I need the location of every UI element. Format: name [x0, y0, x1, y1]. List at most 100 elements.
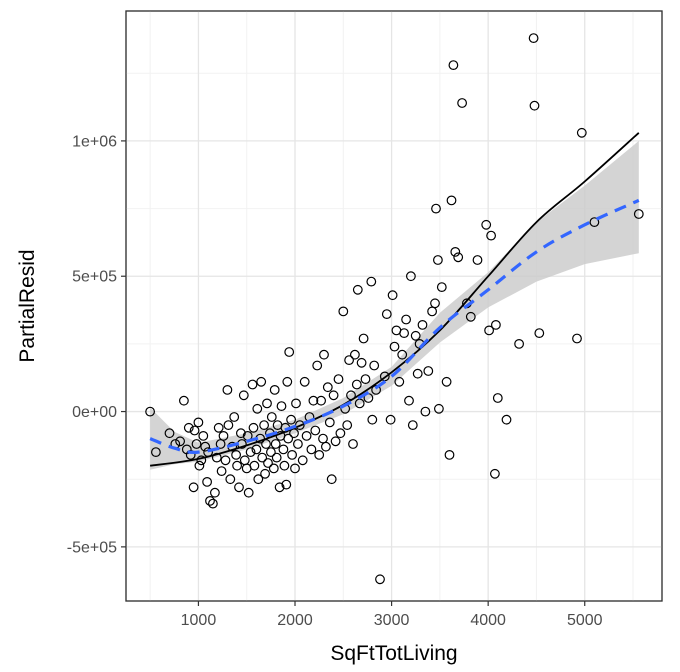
data-point	[444, 450, 455, 460]
data-point	[484, 325, 495, 336]
data-point	[412, 368, 423, 379]
data-point	[481, 219, 492, 230]
data-point	[367, 414, 378, 425]
data-point	[534, 328, 545, 339]
data-point	[279, 460, 290, 471]
data-point	[433, 255, 443, 265]
data-point	[576, 127, 587, 138]
data-point	[316, 395, 327, 406]
data-point	[249, 460, 260, 471]
data-point	[342, 420, 353, 431]
data-point	[434, 403, 444, 414]
data-point	[501, 414, 512, 425]
data-point	[178, 395, 189, 406]
data-point	[145, 406, 156, 417]
plot-border	[125, 10, 663, 602]
data-point	[268, 463, 279, 474]
data-point	[291, 398, 301, 409]
data-points	[145, 33, 644, 585]
data-point	[211, 452, 222, 463]
data-point	[314, 450, 325, 460]
data-point	[330, 436, 341, 447]
data-point	[322, 382, 333, 393]
data-point	[333, 374, 344, 385]
data-point	[375, 574, 385, 585]
data-point	[457, 98, 468, 108]
data-point	[248, 422, 259, 433]
data-point	[369, 360, 380, 371]
data-point	[207, 498, 218, 509]
data-point	[284, 347, 295, 357]
y-tick-label: 0e+00	[72, 404, 117, 421]
data-point	[266, 412, 277, 422]
data-point	[193, 417, 204, 428]
y-axis-title: PartialResid	[16, 249, 39, 362]
data-point	[183, 422, 194, 433]
data-point	[205, 496, 215, 506]
data-point	[407, 420, 418, 431]
data-point	[283, 433, 294, 444]
data-point	[164, 428, 175, 439]
data-point	[223, 420, 234, 431]
data-point	[231, 450, 242, 460]
data-point	[274, 482, 285, 493]
data-point	[344, 355, 355, 366]
data-point	[216, 466, 227, 477]
data-point	[328, 390, 339, 401]
data-point	[301, 431, 312, 441]
x-axis-title: SqFtTotLiving	[330, 642, 457, 665]
data-point	[282, 376, 293, 387]
data-point	[235, 428, 246, 439]
data-point	[293, 439, 303, 449]
data-point	[465, 311, 476, 322]
data-point	[299, 376, 310, 387]
data-point	[436, 282, 447, 293]
data-point	[213, 422, 224, 433]
data-point	[326, 474, 337, 485]
data-point	[222, 385, 233, 395]
data-point	[189, 425, 200, 436]
data-point	[430, 298, 440, 309]
data-point	[260, 468, 271, 479]
data-point	[188, 482, 199, 493]
data-point	[218, 431, 229, 441]
data-point	[490, 468, 500, 479]
data-point	[286, 414, 297, 425]
data-point	[229, 412, 240, 422]
data-point	[251, 444, 262, 455]
data-point	[431, 203, 441, 214]
data-point	[397, 349, 408, 360]
data-point	[287, 450, 298, 460]
x-axis-ticks: 1000 2000 3000 4000 5000	[181, 601, 603, 629]
data-point	[379, 371, 390, 382]
data-point	[256, 376, 267, 387]
y-axis-ticks: -5e+05 0e+00 5e+05 1e+06	[67, 133, 126, 556]
data-point	[310, 425, 321, 436]
data-point	[202, 477, 213, 487]
data-point	[441, 376, 452, 387]
data-point	[394, 376, 405, 387]
smooth-fit-line	[149, 198, 640, 454]
data-point	[225, 474, 236, 485]
data-point	[351, 379, 362, 390]
data-point	[381, 309, 392, 320]
data-point	[191, 439, 202, 449]
data-point	[247, 379, 258, 390]
data-point	[200, 441, 211, 452]
data-point	[486, 230, 497, 241]
x-tick-label: 4000	[470, 612, 506, 629]
data-point	[234, 482, 244, 493]
data-point	[633, 209, 644, 219]
plot-panel	[125, 10, 663, 602]
data-point	[271, 452, 282, 463]
data-point	[321, 441, 331, 452]
data-point	[529, 100, 540, 111]
data-point	[259, 420, 270, 431]
y-tick-label: -5e+05	[67, 539, 117, 556]
data-point	[253, 474, 264, 485]
data-point	[306, 444, 317, 455]
data-point	[175, 436, 186, 447]
data-point	[360, 374, 371, 385]
data-point	[406, 271, 416, 282]
